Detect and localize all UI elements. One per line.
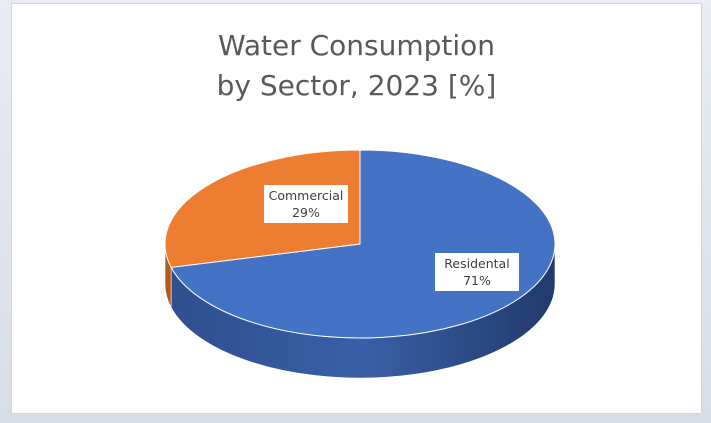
data-labels: Residental 71% Commercial 29% <box>264 185 519 291</box>
data-label-box <box>264 185 348 223</box>
pie-chart: Residental 71% Commercial 29% <box>164 149 556 379</box>
chart-title: Water Consumption by Sector, 2023 [%] <box>12 26 701 106</box>
chart-title-line-1: Water Consumption <box>217 29 496 62</box>
data-label-box <box>435 253 519 291</box>
chart-title-line-2: by Sector, 2023 [%] <box>216 69 497 102</box>
chart-area: Water Consumption by Sector, 2023 [%] Re… <box>12 4 701 413</box>
data-label-value: 29% <box>292 205 320 220</box>
data-label-category: Residental <box>444 256 509 271</box>
data-label-category: Commercial <box>269 188 344 203</box>
slice-commercial <box>164 149 361 268</box>
data-label-value: 71% <box>463 273 491 288</box>
